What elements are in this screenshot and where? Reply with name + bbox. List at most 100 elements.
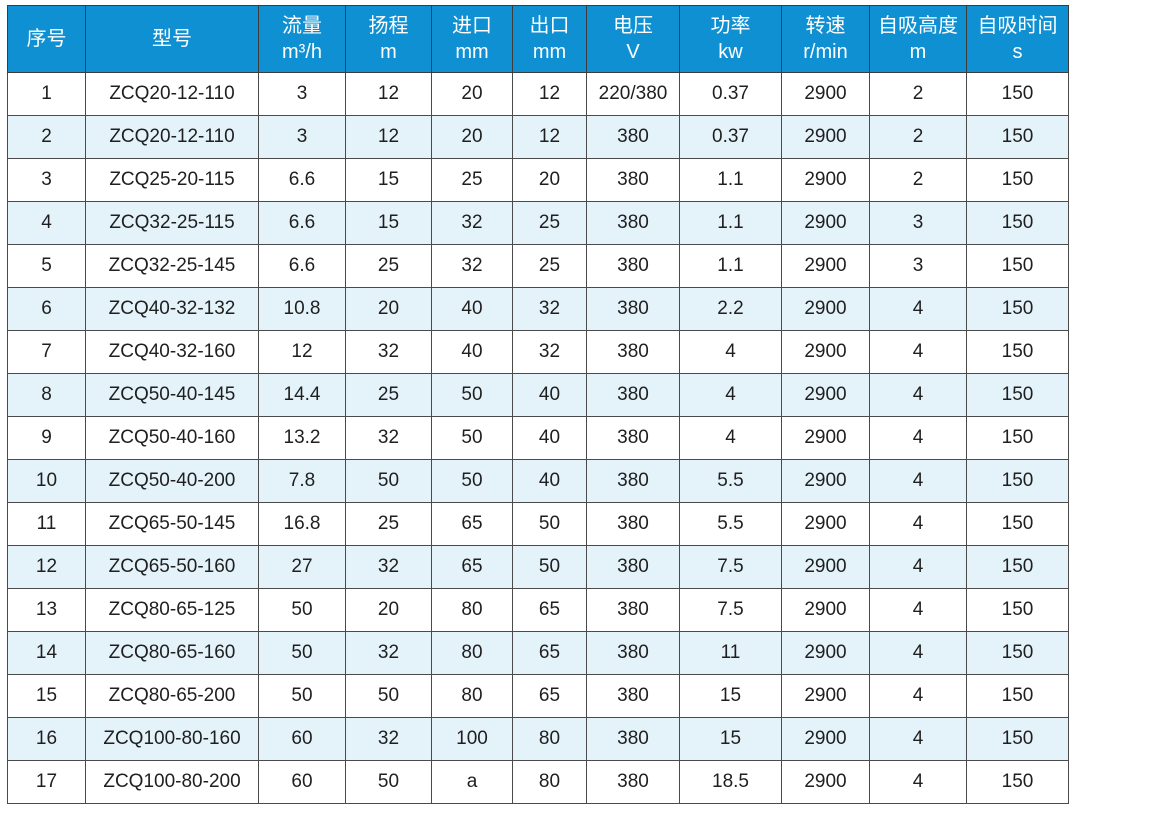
cell-inlet: 50 xyxy=(431,373,513,417)
cell-suction_time: 150 xyxy=(966,459,1069,503)
cell-outlet: 12 xyxy=(512,115,587,159)
cell-model: ZCQ20-12-110 xyxy=(85,115,259,159)
cell-model: ZCQ65-50-160 xyxy=(85,545,259,589)
table-row: 11 ZCQ65-50-145 16.8 25 65 50 380 5.5 2900 4 150 xyxy=(7,502,1069,546)
cell-suction_time: 150 xyxy=(966,631,1069,675)
cell-flow: 60 xyxy=(258,717,346,761)
cell-suction_height: 4 xyxy=(869,330,967,374)
cell-speed: 2900 xyxy=(781,201,870,245)
cell-index: 14 xyxy=(7,631,86,675)
cell-suction_height: 2 xyxy=(869,72,967,116)
cell-flow: 27 xyxy=(258,545,346,589)
cell-power: 4 xyxy=(679,330,782,374)
cell-index: 5 xyxy=(7,244,86,288)
cell-inlet: 50 xyxy=(431,416,513,460)
table-row: 17 ZCQ100-80-200 60 50 a 80 380 18.5 2900 4 150 xyxy=(7,760,1069,804)
cell-speed: 2900 xyxy=(781,115,870,159)
table-row: 6 ZCQ40-32-132 10.8 20 40 32 380 2.2 2900 4 150 xyxy=(7,287,1069,331)
cell-suction_time: 150 xyxy=(966,287,1069,331)
header-unit: kw xyxy=(718,41,743,63)
cell-flow: 50 xyxy=(258,674,346,718)
cell-index: 16 xyxy=(7,717,86,761)
header-label: 型号 xyxy=(152,28,192,50)
cell-suction_time: 150 xyxy=(966,115,1069,159)
cell-power: 18.5 xyxy=(679,760,782,804)
header-voltage: 电压 V xyxy=(586,5,680,73)
cell-voltage: 380 xyxy=(586,244,680,288)
cell-flow: 14.4 xyxy=(258,373,346,417)
header-unit: m³/h xyxy=(282,41,322,63)
header-label: 自吸高度 xyxy=(878,15,958,37)
cell-voltage: 380 xyxy=(586,201,680,245)
table-row: 15 ZCQ80-65-200 50 50 80 65 380 15 2900 4 150 xyxy=(7,674,1069,718)
header-label: 进口 xyxy=(452,15,492,37)
cell-inlet: 50 xyxy=(431,459,513,503)
header-model: 型号 xyxy=(85,5,259,73)
cell-voltage: 380 xyxy=(586,287,680,331)
cell-speed: 2900 xyxy=(781,244,870,288)
table-row: 9 ZCQ50-40-160 13.2 32 50 40 380 4 2900 4 150 xyxy=(7,416,1069,460)
cell-power: 7.5 xyxy=(679,588,782,632)
cell-speed: 2900 xyxy=(781,674,870,718)
table-row: 8 ZCQ50-40-145 14.4 25 50 40 380 4 2900 4 150 xyxy=(7,373,1069,417)
cell-power: 1.1 xyxy=(679,201,782,245)
cell-inlet: 65 xyxy=(431,502,513,546)
cell-speed: 2900 xyxy=(781,287,870,331)
cell-inlet: 80 xyxy=(431,588,513,632)
cell-voltage: 380 xyxy=(586,373,680,417)
cell-flow: 3 xyxy=(258,115,346,159)
cell-speed: 2900 xyxy=(781,717,870,761)
cell-head: 25 xyxy=(345,244,432,288)
header-flow: 流量 m³/h xyxy=(258,5,346,73)
cell-index: 6 xyxy=(7,287,86,331)
cell-head: 32 xyxy=(345,545,432,589)
cell-suction_height: 3 xyxy=(869,201,967,245)
cell-model: ZCQ40-32-160 xyxy=(85,330,259,374)
cell-speed: 2900 xyxy=(781,502,870,546)
cell-head: 20 xyxy=(345,287,432,331)
cell-suction_time: 150 xyxy=(966,373,1069,417)
table-header: 序号 型号 流量 m³/h 扬程 m 进口 mm xyxy=(7,5,1069,73)
header-label: 序号 xyxy=(26,28,67,50)
cell-suction_height: 4 xyxy=(869,588,967,632)
cell-index: 12 xyxy=(7,545,86,589)
cell-suction_height: 2 xyxy=(869,115,967,159)
cell-head: 50 xyxy=(345,760,432,804)
cell-inlet: 65 xyxy=(431,545,513,589)
cell-model: ZCQ50-40-160 xyxy=(85,416,259,460)
cell-voltage: 380 xyxy=(586,502,680,546)
cell-index: 3 xyxy=(7,158,86,202)
cell-voltage: 380 xyxy=(586,115,680,159)
cell-head: 20 xyxy=(345,588,432,632)
cell-power: 0.37 xyxy=(679,115,782,159)
cell-head: 32 xyxy=(345,631,432,675)
cell-inlet: 32 xyxy=(431,244,513,288)
cell-model: ZCQ25-20-115 xyxy=(85,158,259,202)
cell-outlet: 25 xyxy=(512,244,587,288)
cell-head: 32 xyxy=(345,717,432,761)
cell-outlet: 50 xyxy=(512,502,587,546)
cell-power: 11 xyxy=(679,631,782,675)
cell-power: 1.1 xyxy=(679,158,782,202)
cell-power: 1.1 xyxy=(679,244,782,288)
cell-flow: 60 xyxy=(258,760,346,804)
cell-head: 12 xyxy=(345,115,432,159)
cell-outlet: 65 xyxy=(512,631,587,675)
cell-speed: 2900 xyxy=(781,459,870,503)
cell-voltage: 380 xyxy=(586,588,680,632)
cell-index: 2 xyxy=(7,115,86,159)
cell-outlet: 65 xyxy=(512,588,587,632)
table-row: 4 ZCQ32-25-115 6.6 15 32 25 380 1.1 2900 3 150 xyxy=(7,201,1069,245)
cell-head: 50 xyxy=(345,459,432,503)
cell-outlet: 40 xyxy=(512,373,587,417)
cell-index: 8 xyxy=(7,373,86,417)
cell-power: 0.37 xyxy=(679,72,782,116)
cell-voltage: 380 xyxy=(586,330,680,374)
cell-suction_height: 4 xyxy=(869,760,967,804)
cell-head: 15 xyxy=(345,158,432,202)
cell-suction_height: 4 xyxy=(869,717,967,761)
cell-inlet: 32 xyxy=(431,201,513,245)
cell-power: 5.5 xyxy=(679,459,782,503)
cell-head: 12 xyxy=(345,72,432,116)
cell-speed: 2900 xyxy=(781,545,870,589)
